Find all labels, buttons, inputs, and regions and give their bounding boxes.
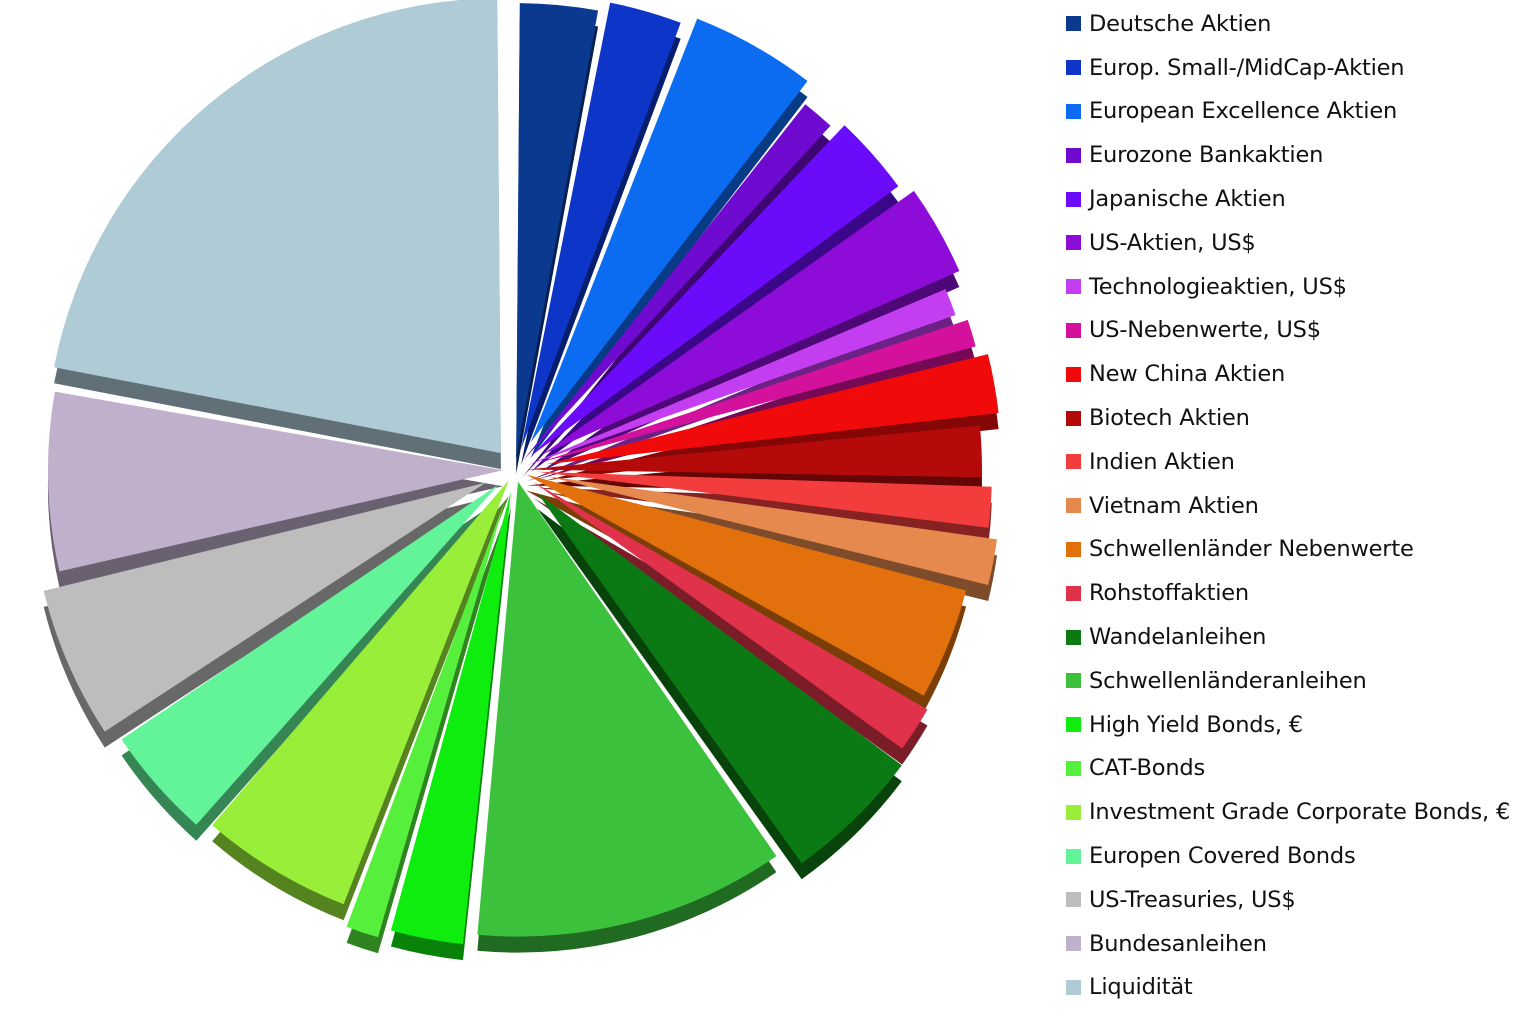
legend-label: Europ. Small-/MidCap-Aktien [1089,54,1405,81]
legend-item: CAT-Bonds [1066,747,1515,791]
pie-slice-18 [212,480,509,905]
legend-swatch [1066,804,1081,820]
pie-slice-14 [537,492,902,864]
pie-slice-3 [522,104,831,461]
legend-label: Deutsche Aktien [1089,10,1272,37]
legend-item: Vietnam Aktien [1066,484,1515,528]
legend-label: Schwellenländeranleihen [1089,667,1367,694]
legend-item: Schwellenländer Nebenwerte [1066,528,1515,572]
legend-item: Europ. Small-/MidCap-Aktien [1066,46,1515,90]
legend-label: US-Treasuries, US$ [1089,886,1296,913]
pie-slice-17 [346,500,505,938]
pie-slice-10 [536,471,992,528]
legend-swatch [1066,322,1081,338]
legend-label: European Excellence Aktien [1089,98,1398,125]
pie-slice-1 [521,2,681,449]
legend-item: US-Nebenwerte, US$ [1066,309,1515,353]
legend-swatch [1066,235,1081,251]
legend-swatch [1066,936,1081,952]
legend-item: Investment Grade Corporate Bonds, € [1066,790,1515,834]
legend-swatch [1066,191,1081,207]
legend-item: Japanische Aktien [1066,177,1515,221]
pie-slice-22 [54,0,501,454]
pie-slice-13 [533,481,928,749]
legend-swatch [1066,279,1081,295]
legend-swatch [1066,629,1081,645]
legend-item: European Excellence Aktien [1066,90,1515,134]
pie-slice-21 [48,391,504,572]
legend-item: Wandelanleihen [1066,615,1515,659]
legend-item: Schwellenländeranleihen [1066,659,1515,703]
pie-slice-19 [121,484,499,825]
pie-slice-11 [546,476,997,585]
legend-label: Rohstoffaktien [1089,580,1249,607]
legend-label: Bundesanleihen [1089,930,1267,957]
legend-label: Japanische Aktien [1089,186,1286,213]
legend-swatch [1066,760,1081,776]
pie-slice-0 [516,3,599,459]
legend-swatch [1066,103,1081,119]
legend-label: CAT-Bonds [1089,755,1206,782]
pie-slice-7 [536,319,976,464]
chart-legend: Deutsche Aktien Europ. Small-/MidCap-Akti… [1066,2,1515,1009]
legend-label: New China Aktien [1089,361,1286,388]
pie-slice-15 [477,481,777,937]
pie-slice-12 [526,474,967,696]
legend-label: Eurozone Bankaktien [1089,142,1324,169]
pie-slice-side [521,18,681,465]
legend-item: Bundesanleihen [1066,922,1515,966]
legend-label: High Yield Bonds, € [1089,711,1303,738]
legend-item: Rohstoffaktien [1066,571,1515,615]
pie-slice-4 [531,125,899,456]
legend-item: Eurozone Bankaktien [1066,133,1515,177]
legend-swatch [1066,410,1081,426]
legend-item: US-Treasuries, US$ [1066,878,1515,922]
legend-label: US-Aktien, US$ [1089,229,1256,256]
legend-label: Liquidität [1089,974,1193,1001]
pie-slice-8 [546,354,999,465]
legend-item: US-Aktien, US$ [1066,221,1515,265]
pie-slice-16 [390,491,511,945]
legend-swatch [1066,147,1081,163]
legend-label: Wandelanleihen [1089,624,1267,651]
legend-swatch [1066,979,1081,995]
legend-label: Technologieaktien, US$ [1089,273,1347,300]
legend-item: Europen Covered Bonds [1066,834,1515,878]
pie-slice-2 [530,18,808,443]
legend-swatch [1066,585,1081,601]
legend-label: Schwellenländer Nebenwerte [1089,536,1414,563]
pie-chart [43,0,999,961]
legend-label: Europen Covered Bonds [1089,843,1356,870]
legend-swatch [1066,454,1081,470]
legend-item: Technologieaktien, US$ [1066,265,1515,309]
legend-label: US-Nebenwerte, US$ [1089,317,1321,344]
legend-item: Indien Aktien [1066,440,1515,484]
legend-label: Investment Grade Corporate Bonds, € [1089,799,1511,826]
legend-swatch [1066,673,1081,689]
legend-item: New China Aktien [1066,352,1515,396]
legend-label: Biotech Aktien [1089,405,1250,432]
pie-slice-20 [43,482,486,732]
legend-item: Liquidität [1066,966,1515,1009]
legend-item: Biotech Aktien [1066,396,1515,440]
legend-swatch [1066,717,1081,733]
legend-swatch [1066,848,1081,864]
legend-swatch [1066,892,1081,908]
legend-label: Vietnam Aktien [1089,492,1259,519]
legend-swatch [1066,16,1081,32]
legend-item: Deutsche Aktien [1066,2,1515,46]
pie-slice-6 [526,289,956,466]
legend-swatch [1066,498,1081,514]
legend-swatch [1066,366,1081,382]
legend-label: Indien Aktien [1089,448,1235,475]
legend-swatch [1066,60,1081,76]
pie-slice-9 [526,425,982,478]
legend-swatch [1066,541,1081,557]
pie-slice-5 [542,190,960,455]
legend-item: High Yield Bonds, € [1066,703,1515,747]
